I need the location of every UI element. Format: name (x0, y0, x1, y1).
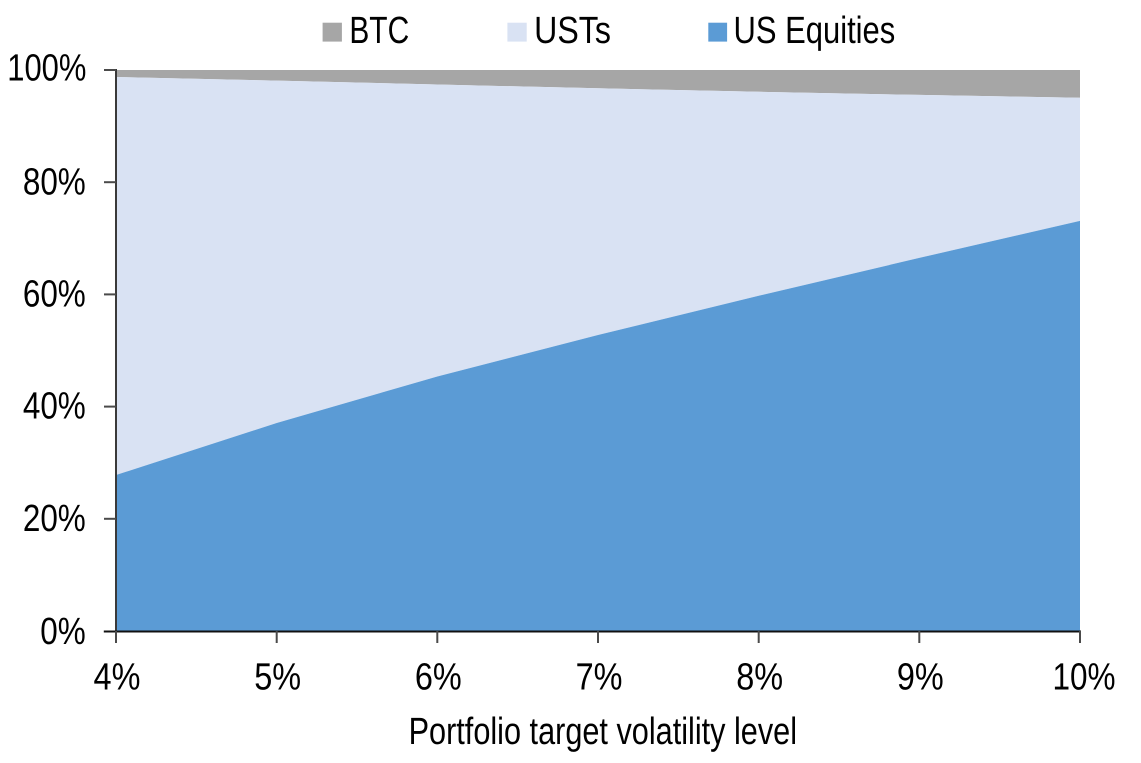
svg-text:4%: 4% (94, 656, 141, 698)
svg-text:9%: 9% (897, 656, 944, 698)
svg-text:40%: 40% (23, 386, 86, 428)
svg-text:100%: 100% (7, 48, 86, 90)
svg-text:7%: 7% (576, 656, 623, 698)
svg-text:5%: 5% (254, 656, 301, 698)
svg-text:60%: 60% (23, 274, 86, 316)
svg-text:USTs: USTs (534, 10, 611, 52)
svg-text:20%: 20% (23, 498, 86, 540)
svg-text:BTC: BTC (349, 10, 409, 52)
svg-text:8%: 8% (736, 656, 783, 698)
svg-text:Portfolio target volatility le: Portfolio target volatility level (409, 711, 797, 753)
svg-text:6%: 6% (415, 656, 462, 698)
svg-text:0%: 0% (40, 611, 85, 653)
svg-text:80%: 80% (23, 161, 86, 203)
svg-text:US Equities: US Equities (734, 10, 896, 52)
svg-text:10%: 10% (1053, 656, 1116, 698)
